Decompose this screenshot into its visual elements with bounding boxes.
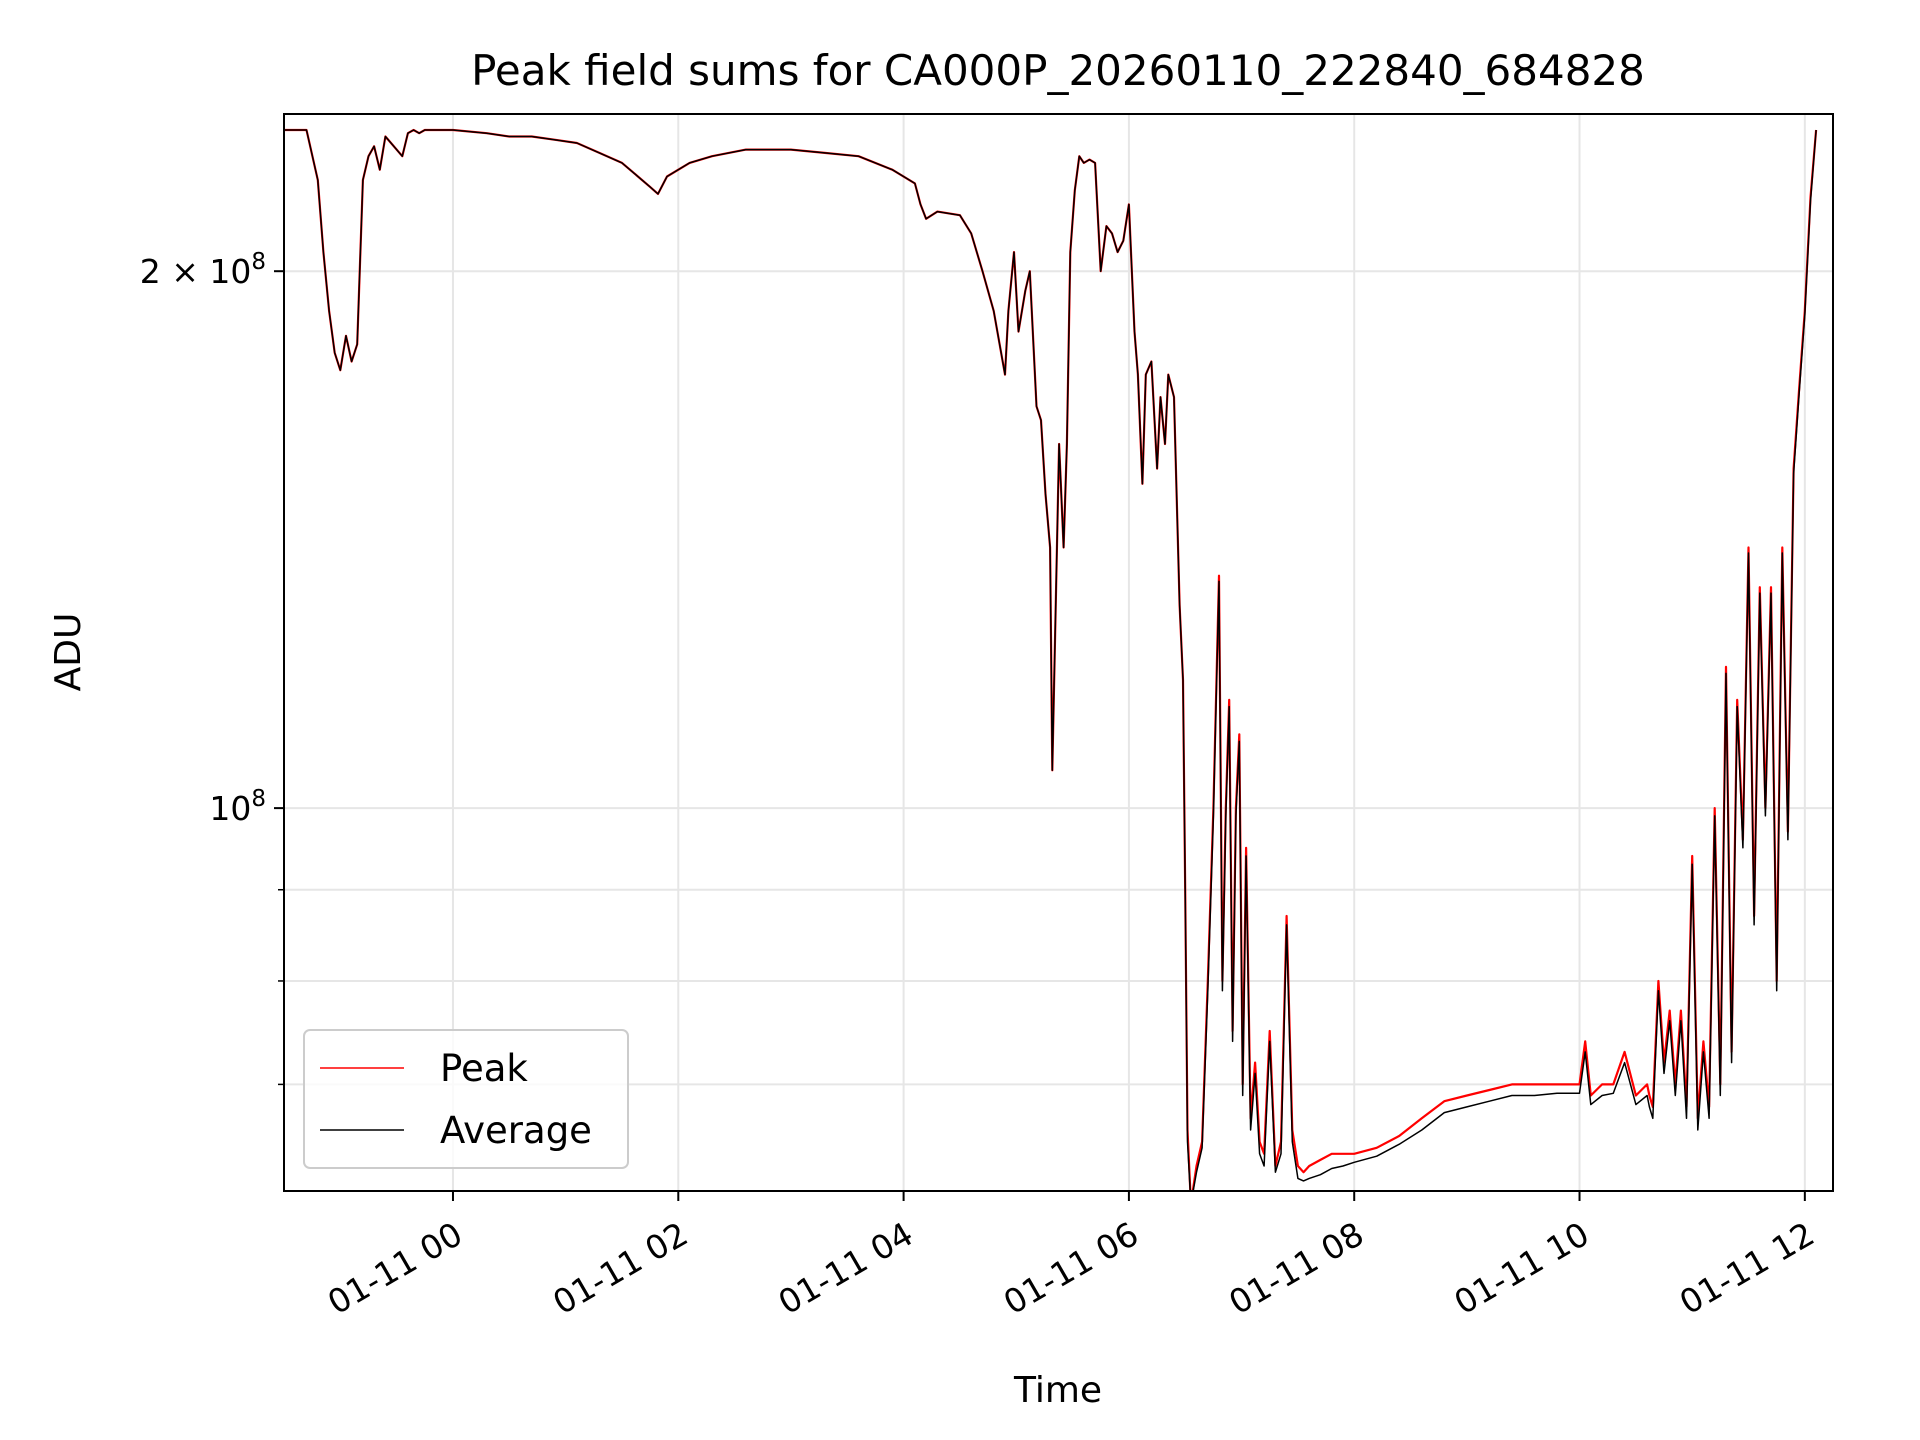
legend-average-label: Average — [440, 1109, 592, 1152]
legend: Peak Average — [303, 1029, 629, 1169]
plot-frame — [283, 113, 1834, 1192]
series-line-average — [284, 129, 1817, 1191]
x-axis-label: Time — [1013, 1370, 1102, 1411]
chart-title: Peak field sums for CA000P_20260110_2228… — [471, 46, 1645, 95]
y-axis-label: ADU — [48, 613, 89, 692]
legend-box — [303, 1029, 629, 1169]
y-axis-ticks: 2 × 108 108 — [140, 249, 284, 1086]
legend-peak-label: Peak — [440, 1047, 528, 1090]
grid — [284, 114, 1833, 1191]
y-tick-label: 2 × 108 — [140, 249, 266, 291]
y-tick-label: 108 — [209, 786, 266, 828]
series-layer — [284, 128, 1818, 1191]
